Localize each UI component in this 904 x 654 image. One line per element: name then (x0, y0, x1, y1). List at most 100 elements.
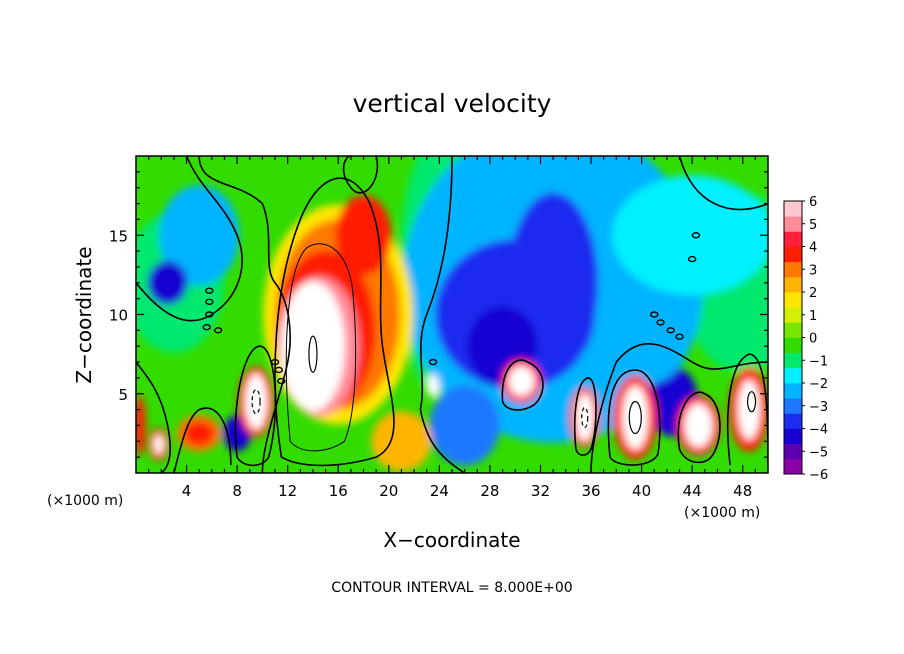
contour-lines (136, 156, 768, 473)
colorbar-label: 0 (809, 332, 817, 347)
colorbar-swatch (784, 413, 802, 429)
core-contour-3 (581, 406, 589, 429)
small-contour-11 (666, 327, 675, 334)
small-contour-1 (205, 298, 214, 306)
small-contour-13 (687, 255, 697, 263)
y-axis: 5 10 15 (109, 171, 768, 458)
field-blob-30 (575, 393, 594, 442)
small-contour-4 (213, 327, 223, 334)
x-tick-label: 12 (278, 482, 297, 500)
colorbar-label: −3 (809, 400, 828, 415)
field-blob-38 (427, 373, 440, 398)
small-contour-8 (428, 358, 438, 366)
field-blob-34 (184, 421, 215, 446)
colorbar-swatch (784, 276, 802, 293)
x-tick-label: 44 (683, 482, 702, 500)
contour-line-0 (274, 177, 395, 467)
chart-title: vertical velocity (353, 89, 552, 118)
contour-line-4 (136, 361, 232, 473)
plot-area (136, 156, 768, 473)
x-tick-label: 40 (632, 482, 651, 500)
contour-line-7 (677, 391, 721, 464)
small-contour-12 (675, 333, 684, 340)
x-tick-label: 36 (581, 482, 600, 500)
field-blob-13 (578, 337, 679, 388)
colorbar-label: −6 (809, 468, 828, 483)
contour-line-9 (573, 377, 597, 456)
x-unit-right: (×1000 m) (684, 505, 760, 521)
field-blob-19 (280, 281, 345, 412)
colorbar-label: 3 (809, 263, 817, 278)
small-contour-9 (650, 311, 659, 318)
colorbar-label: 2 (809, 286, 817, 301)
colorbar-swatch (784, 428, 802, 445)
colorbar-label: −4 (809, 423, 828, 438)
core-contour-4 (746, 391, 757, 413)
x-tick-label: 32 (531, 482, 550, 500)
colorbar-swatch (784, 246, 802, 263)
field-blob-32 (508, 366, 535, 397)
plume-inner-contour (285, 243, 357, 452)
colorbar-swatch (784, 307, 802, 323)
small-contour-7 (277, 377, 286, 385)
colorbar-swatch (784, 216, 802, 232)
colorbar-swatch (784, 231, 802, 247)
core-contour-1 (251, 389, 261, 415)
y-tick-label: 15 (109, 227, 128, 245)
colorbar-label: −2 (809, 377, 828, 392)
field-blob-4 (612, 175, 768, 296)
field-blob-20 (371, 411, 432, 472)
y-tick-label: 5 (118, 386, 128, 404)
core-contour-2 (628, 400, 642, 435)
x-axis: 4 8 12 16 20 24 28 32 36 40 44 48 (148, 156, 756, 500)
field-blob-36 (153, 434, 164, 455)
contour-line-6 (607, 369, 661, 466)
colorbar-swatch (784, 367, 802, 384)
contour-line-3 (198, 156, 291, 473)
x-tick-label: 20 (379, 482, 398, 500)
colorbar-swatch (784, 443, 802, 460)
colorbar-swatch (784, 352, 802, 369)
y-axis-label: Z−coordinate (72, 246, 96, 383)
colorbar-swatch (784, 261, 802, 278)
field-blob-22 (245, 373, 268, 430)
y-tick-label: 10 (109, 307, 128, 325)
field-blob-10 (147, 260, 188, 305)
x-tick-label: 48 (733, 482, 752, 500)
small-contour-14 (691, 232, 701, 239)
colorbar-swatch (784, 322, 802, 338)
colorbar-label: −5 (809, 445, 828, 460)
small-contour-2 (205, 311, 214, 318)
contour-line-5 (234, 345, 277, 467)
field-blob-9 (429, 385, 500, 466)
contour-line-10 (501, 359, 544, 411)
colorbar: 6 5 4 3 2 1 0 −1 −2 −3 −4 −5 −6 (783, 195, 828, 483)
contour-line-11 (342, 156, 379, 194)
colorbar-label: −1 (809, 354, 828, 369)
colorbar-swatch (784, 337, 802, 354)
core-contour-0 (308, 335, 318, 373)
x-tick-label: 4 (182, 482, 192, 500)
field-blob-37 (136, 395, 146, 456)
field-blob-24 (622, 385, 649, 450)
x-tick-label: 8 (232, 482, 242, 500)
colorbar-label: 4 (809, 241, 817, 256)
colorbar-swatch (784, 458, 802, 475)
small-contour-6 (274, 366, 284, 374)
colorbar-swatch (784, 383, 802, 399)
contour-line-1 (419, 156, 768, 473)
colorbar-label: 1 (809, 309, 817, 324)
velocity-field (136, 156, 768, 472)
small-contour-5 (270, 358, 280, 366)
colorbar-label: 5 (809, 218, 817, 233)
colorbar-label: 6 (809, 195, 817, 210)
x-tick-label: 24 (430, 482, 449, 500)
x-unit-left: (×1000 m) (47, 493, 123, 509)
colorbar-swatch (784, 201, 802, 217)
colorbar-swatch (784, 292, 802, 308)
field-blob-5 (159, 185, 240, 286)
small-contour-3 (202, 323, 211, 331)
x-tick-label: 28 (480, 482, 499, 500)
contour-interval-footer: CONTOUR INTERVAL = 8.000E+00 (331, 580, 572, 596)
